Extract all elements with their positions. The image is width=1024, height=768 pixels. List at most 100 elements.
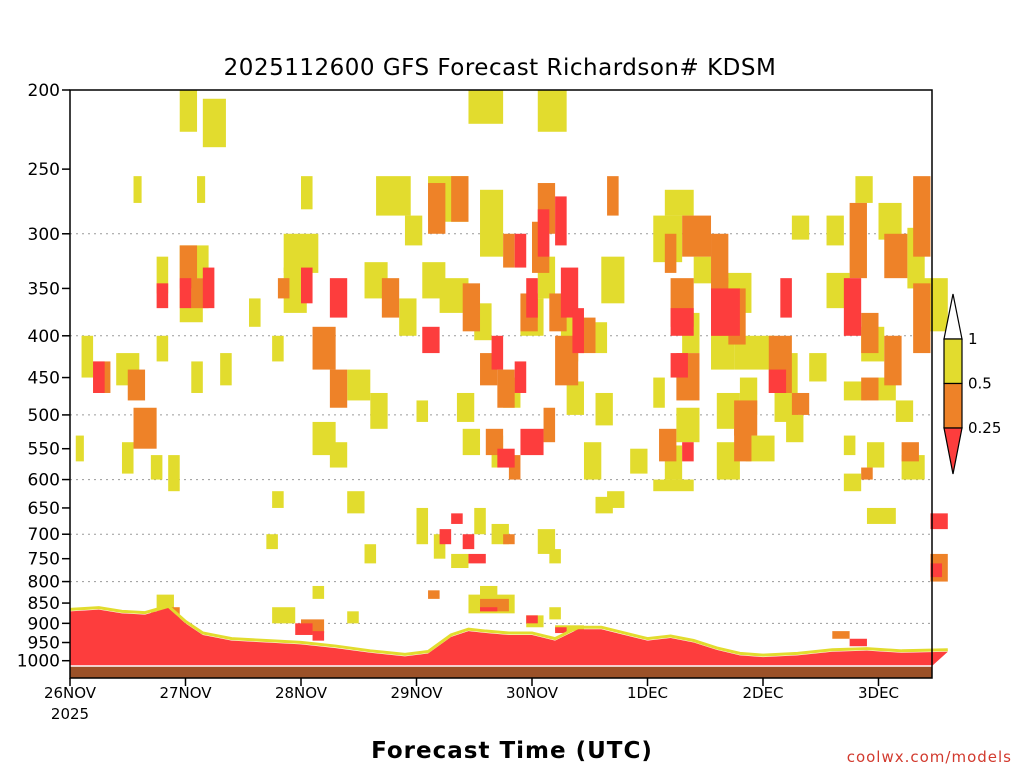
y-tick-label: 1000 bbox=[17, 652, 60, 672]
boundary-layer-edge bbox=[69, 604, 948, 657]
ri-cell-red bbox=[843, 278, 862, 336]
ri-cell-yellow bbox=[456, 392, 475, 422]
ri-cell-red bbox=[462, 534, 475, 550]
ri-cell-red bbox=[555, 627, 567, 634]
ri-cell-orange bbox=[913, 283, 931, 354]
ri-cell-red bbox=[572, 308, 584, 354]
x-tick-label: 26NOV bbox=[44, 684, 97, 702]
ri-cell-orange bbox=[664, 233, 677, 273]
ri-cell-red bbox=[468, 553, 486, 564]
ri-cell-orange bbox=[428, 183, 446, 234]
ri-cell-yellow bbox=[809, 353, 827, 382]
ri-cell-orange bbox=[503, 233, 515, 268]
ri-cell-yellow bbox=[878, 202, 902, 240]
ri-cell-orange bbox=[682, 215, 712, 257]
ri-cell-red bbox=[491, 335, 504, 370]
plot-frame bbox=[69, 89, 933, 679]
boundary-layer-low-ri bbox=[70, 608, 948, 666]
ri-cell-yellow bbox=[283, 233, 319, 273]
ri-cell-red bbox=[560, 267, 579, 318]
ri-cell-yellow bbox=[179, 90, 198, 132]
ri-cell-orange bbox=[485, 428, 504, 456]
y-tick-label: 200 bbox=[28, 81, 60, 101]
ri-cell-yellow bbox=[786, 414, 804, 443]
x-tick-label: 3DEC bbox=[858, 684, 899, 702]
ri-cell-yellow bbox=[537, 90, 567, 132]
ri-cell-yellow bbox=[855, 176, 873, 203]
ri-cell-yellow bbox=[364, 544, 377, 564]
ri-cell-yellow bbox=[595, 322, 608, 354]
ri-cell-red bbox=[526, 278, 538, 318]
ri-cell-yellow bbox=[347, 369, 371, 401]
ri-cell-yellow bbox=[220, 353, 232, 386]
ri-cell-red bbox=[930, 563, 943, 578]
ri-cell-yellow bbox=[272, 607, 296, 624]
ri-cell-yellow bbox=[202, 98, 226, 148]
ri-cell-red bbox=[537, 209, 550, 257]
ri-cell-yellow bbox=[168, 455, 180, 492]
y-tick-label: 800 bbox=[28, 573, 60, 593]
ri-cell-yellow bbox=[468, 90, 504, 124]
ri-cell-yellow bbox=[480, 585, 498, 597]
ri-cell-yellow bbox=[566, 381, 584, 415]
ri-cell-yellow bbox=[866, 442, 885, 468]
ri-cell-yellow bbox=[843, 473, 862, 492]
ri-cell-yellow bbox=[121, 442, 134, 474]
x-tick-label: 30NOV bbox=[506, 684, 559, 702]
y-tick-label: 650 bbox=[28, 499, 60, 519]
colorbar-label: 0.25 bbox=[968, 419, 1001, 437]
colorbar-bottom-triangle bbox=[943, 427, 963, 475]
ri-cell-yellow bbox=[370, 392, 388, 429]
ri-cell-orange bbox=[277, 278, 290, 299]
colorbar: 1 0.5 0.25 bbox=[943, 293, 1001, 475]
ri-cell-red bbox=[520, 428, 544, 456]
ri-cell-orange bbox=[543, 407, 556, 443]
y-tick-label: 600 bbox=[28, 471, 60, 491]
x-tick-label: 2DEC bbox=[742, 684, 783, 702]
pressure-axis: 200 250 300 350 400 450 500 550 600 650 700 750 8008… bbox=[17, 81, 70, 672]
x-axis-title: Forecast Time (UTC) bbox=[371, 738, 653, 764]
ri-cell-orange bbox=[607, 176, 619, 216]
ri-cell-orange bbox=[861, 467, 873, 480]
ri-cell-orange bbox=[462, 283, 481, 332]
x-tick-label: 1DEC bbox=[627, 684, 668, 702]
ri-cell-yellow bbox=[555, 625, 584, 632]
x-tick-label: 29NOV bbox=[390, 684, 443, 702]
x-tick-label: 27NOV bbox=[159, 684, 212, 702]
ri-cell-yellow bbox=[75, 435, 84, 462]
ground-fill bbox=[70, 665, 932, 678]
ri-cell-yellow bbox=[474, 507, 486, 535]
ri-cell-yellow bbox=[272, 335, 284, 362]
y-tick-label: 250 bbox=[28, 160, 60, 180]
ri-cell-orange bbox=[133, 407, 157, 449]
ri-cell-orange bbox=[555, 335, 579, 386]
ri-cell-red bbox=[849, 638, 867, 647]
ri-cell-yellow bbox=[433, 534, 446, 559]
ri-cell-yellow bbox=[664, 189, 694, 216]
ri-cell-yellow bbox=[347, 491, 365, 514]
ri-cell-yellow bbox=[266, 534, 278, 550]
ri-cell-red bbox=[439, 529, 452, 545]
ri-cell-yellow bbox=[549, 549, 561, 564]
y-tick-label: 550 bbox=[28, 440, 60, 460]
ri-cell-red bbox=[312, 631, 325, 641]
ri-cell-yellow bbox=[81, 335, 94, 378]
ri-cell-yellow bbox=[249, 298, 261, 327]
ri-cell-orange bbox=[127, 369, 146, 401]
ri-cell-yellow bbox=[133, 176, 142, 203]
ri-cell-yellow bbox=[549, 607, 561, 620]
ri-cell-red bbox=[670, 353, 688, 378]
ri-cell-yellow bbox=[595, 392, 613, 426]
ri-cell-yellow bbox=[312, 585, 325, 599]
ri-cell-red bbox=[329, 278, 348, 318]
ri-cell-orange bbox=[711, 233, 729, 284]
ri-cell-yellow bbox=[826, 215, 844, 246]
ri-cell-yellow bbox=[462, 428, 481, 456]
y-tick-label: 950 bbox=[28, 634, 60, 654]
ri-cell-red bbox=[930, 513, 948, 530]
time-axis: 26NOV 27NOV 28NOV 29NOV 30NOV 1DEC 2DEC 3DEC 202… bbox=[44, 678, 899, 723]
ri-cell-orange bbox=[913, 176, 931, 257]
ri-cell-orange bbox=[381, 278, 400, 318]
ri-cell-orange bbox=[861, 312, 879, 354]
